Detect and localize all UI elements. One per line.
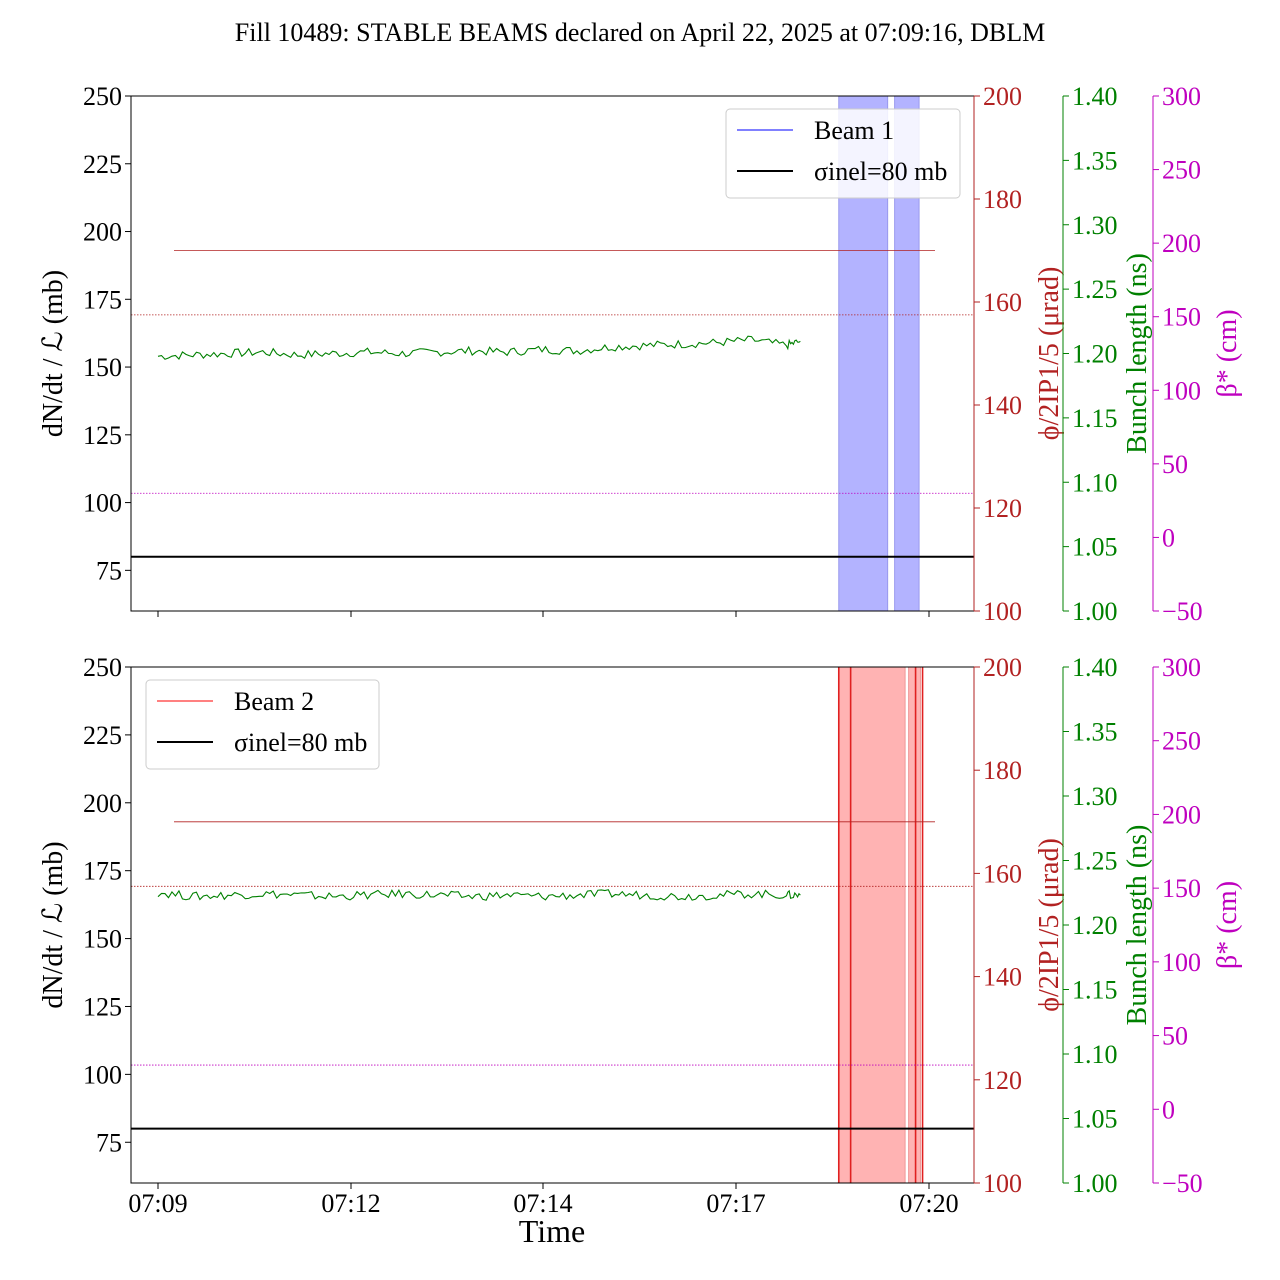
legend-beam-label-2: Beam 2: [234, 687, 314, 716]
right-axis-tick-label: −50: [1162, 1169, 1203, 1198]
right-axis-tick-label: 300: [1162, 653, 1201, 682]
legend-beam-label-1: Beam 1: [814, 116, 894, 145]
left-axis-label-1: dN/dt / ℒ (mb): [38, 270, 69, 437]
right-axis-tick-label: 160: [983, 859, 1022, 888]
x-axis-tick-label: 07:17: [706, 1189, 765, 1218]
right-axis-tick-label: 200: [1162, 800, 1201, 829]
x-axis-tick-label: 07:09: [128, 1189, 187, 1218]
right-axis-tick-label: 1.05: [1072, 1105, 1118, 1134]
rate-series-beam-2: [157, 888, 801, 901]
left-axis-tick-label: 100: [83, 1060, 122, 1089]
legend-sigma-label-2: σinel=80 mb: [234, 728, 367, 757]
left-axis-tick-label: 200: [83, 218, 122, 247]
right-axis-label-2-2: β* (cm): [1212, 881, 1243, 969]
right-axis-tick-label: 1.30: [1072, 211, 1118, 240]
right-axis-tick-label: 150: [1162, 303, 1201, 332]
right-axis-tick-label: 1.40: [1072, 653, 1118, 682]
right-axis-label-1-0: ϕ/2IP1/5 (μrad): [1034, 267, 1065, 441]
left-axis-tick-label: 175: [83, 285, 122, 314]
x-axis-tick-label: 07:12: [321, 1189, 380, 1218]
right-axis-label-1-1: Bunch length (ns): [1122, 253, 1153, 454]
left-axis-tick-label: 75: [96, 1128, 122, 1157]
figure-title: Fill 10489: STABLE BEAMS declared on Apr…: [234, 18, 1046, 47]
right-axis-tick-label: 1.00: [1072, 597, 1118, 626]
right-axis-tick-label: 1.40: [1072, 82, 1118, 111]
right-axis-tick-label: 0: [1162, 523, 1175, 552]
right-axis-tick-label: 100: [1162, 376, 1201, 405]
right-axis-tick-label: 100: [983, 1169, 1022, 1198]
right-axis-label-1-2: β* (cm): [1212, 309, 1243, 397]
right-axis-tick-label: 250: [1162, 156, 1201, 185]
x-axis-label: Time: [519, 1213, 585, 1249]
right-axis-tick-label: 0: [1162, 1095, 1175, 1124]
right-axis-label-2-0: ϕ/2IP1/5 (μrad): [1034, 838, 1065, 1012]
left-axis-tick-label: 225: [83, 721, 122, 750]
right-axis-tick-label: 140: [983, 963, 1022, 992]
right-axis-tick-label: 50: [1162, 450, 1188, 479]
right-axis-tick-label: 1.35: [1072, 718, 1118, 747]
right-axis-tick-label: 1.10: [1072, 468, 1118, 497]
right-axis-tick-label: 200: [1162, 229, 1201, 258]
right-axis-tick-label: 140: [983, 391, 1022, 420]
left-axis-tick-label: 150: [83, 925, 122, 954]
right-axis-tick-label: 200: [983, 82, 1022, 111]
right-axis-tick-label: 1.15: [1072, 976, 1118, 1005]
legend-box-1: [725, 108, 961, 199]
left-axis-tick-label: 150: [83, 353, 122, 382]
beam-band-2-1: [908, 666, 921, 1184]
right-axis-tick-label: 50: [1162, 1022, 1188, 1051]
x-axis-tick-label: 07:14: [513, 1189, 572, 1218]
left-axis-tick-label: 250: [83, 653, 122, 682]
x-axis-tick-label: 07:20: [899, 1189, 958, 1218]
legend-sigma-label-1: σinel=80 mb: [814, 157, 947, 186]
right-axis-tick-label: 200: [983, 653, 1022, 682]
right-axis-tick-label: 1.15: [1072, 404, 1118, 433]
left-axis-tick-label: 75: [96, 556, 122, 585]
left-axis-tick-label: 175: [83, 857, 122, 886]
left-axis-tick-label: 250: [83, 82, 122, 111]
left-axis-tick-label: 200: [83, 789, 122, 818]
right-axis-tick-label: 100: [983, 597, 1022, 626]
right-axis-tick-label: 1.35: [1072, 146, 1118, 175]
right-axis-tick-label: 120: [983, 494, 1022, 523]
right-axis-tick-label: 150: [1162, 874, 1201, 903]
right-axis-tick-label: 1.00: [1072, 1169, 1118, 1198]
right-axis-label-2-1: Bunch length (ns): [1122, 825, 1153, 1026]
right-axis-tick-label: 1.25: [1072, 275, 1118, 304]
right-axis-tick-label: 180: [983, 185, 1022, 214]
beam-band-2-0: [838, 666, 906, 1184]
left-axis-tick-label: 100: [83, 489, 122, 518]
right-axis-tick-label: 1.20: [1072, 911, 1118, 940]
right-axis-tick-label: 1.10: [1072, 1040, 1118, 1069]
left-axis-tick-label: 125: [83, 992, 122, 1021]
rate-series-beam-1: [157, 335, 801, 360]
right-axis-tick-label: 300: [1162, 82, 1201, 111]
right-axis-tick-label: 1.20: [1072, 340, 1118, 369]
left-axis-tick-label: 125: [83, 421, 122, 450]
left-axis-tick-label: 225: [83, 150, 122, 179]
left-axis-label-2: dN/dt / ℒ (mb): [38, 841, 69, 1008]
legend-box-2: [145, 679, 380, 770]
right-axis-tick-label: −50: [1162, 597, 1203, 626]
right-axis-tick-label: 1.05: [1072, 533, 1118, 562]
right-axis-tick-label: 180: [983, 756, 1022, 785]
right-axis-tick-label: 100: [1162, 948, 1201, 977]
right-axis-tick-label: 160: [983, 288, 1022, 317]
right-axis-tick-label: 1.25: [1072, 847, 1118, 876]
right-axis-tick-label: 120: [983, 1066, 1022, 1095]
right-axis-tick-label: 1.30: [1072, 782, 1118, 811]
right-axis-tick-label: 250: [1162, 727, 1201, 756]
